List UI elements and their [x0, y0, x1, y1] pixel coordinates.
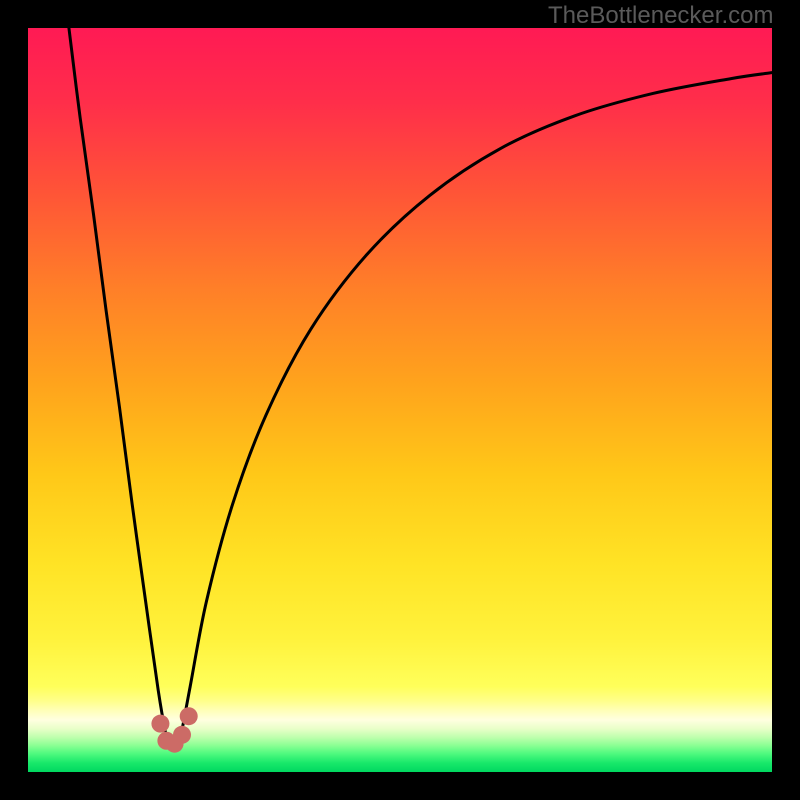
minimum-marker — [173, 726, 191, 744]
bottleneck-chart — [0, 0, 800, 800]
watermark-text: TheBottlenecker.com — [548, 2, 773, 30]
minimum-marker — [180, 707, 198, 725]
plot-background — [28, 28, 772, 772]
chart-container: TheBottlenecker.com — [0, 0, 800, 800]
minimum-marker — [151, 715, 169, 733]
